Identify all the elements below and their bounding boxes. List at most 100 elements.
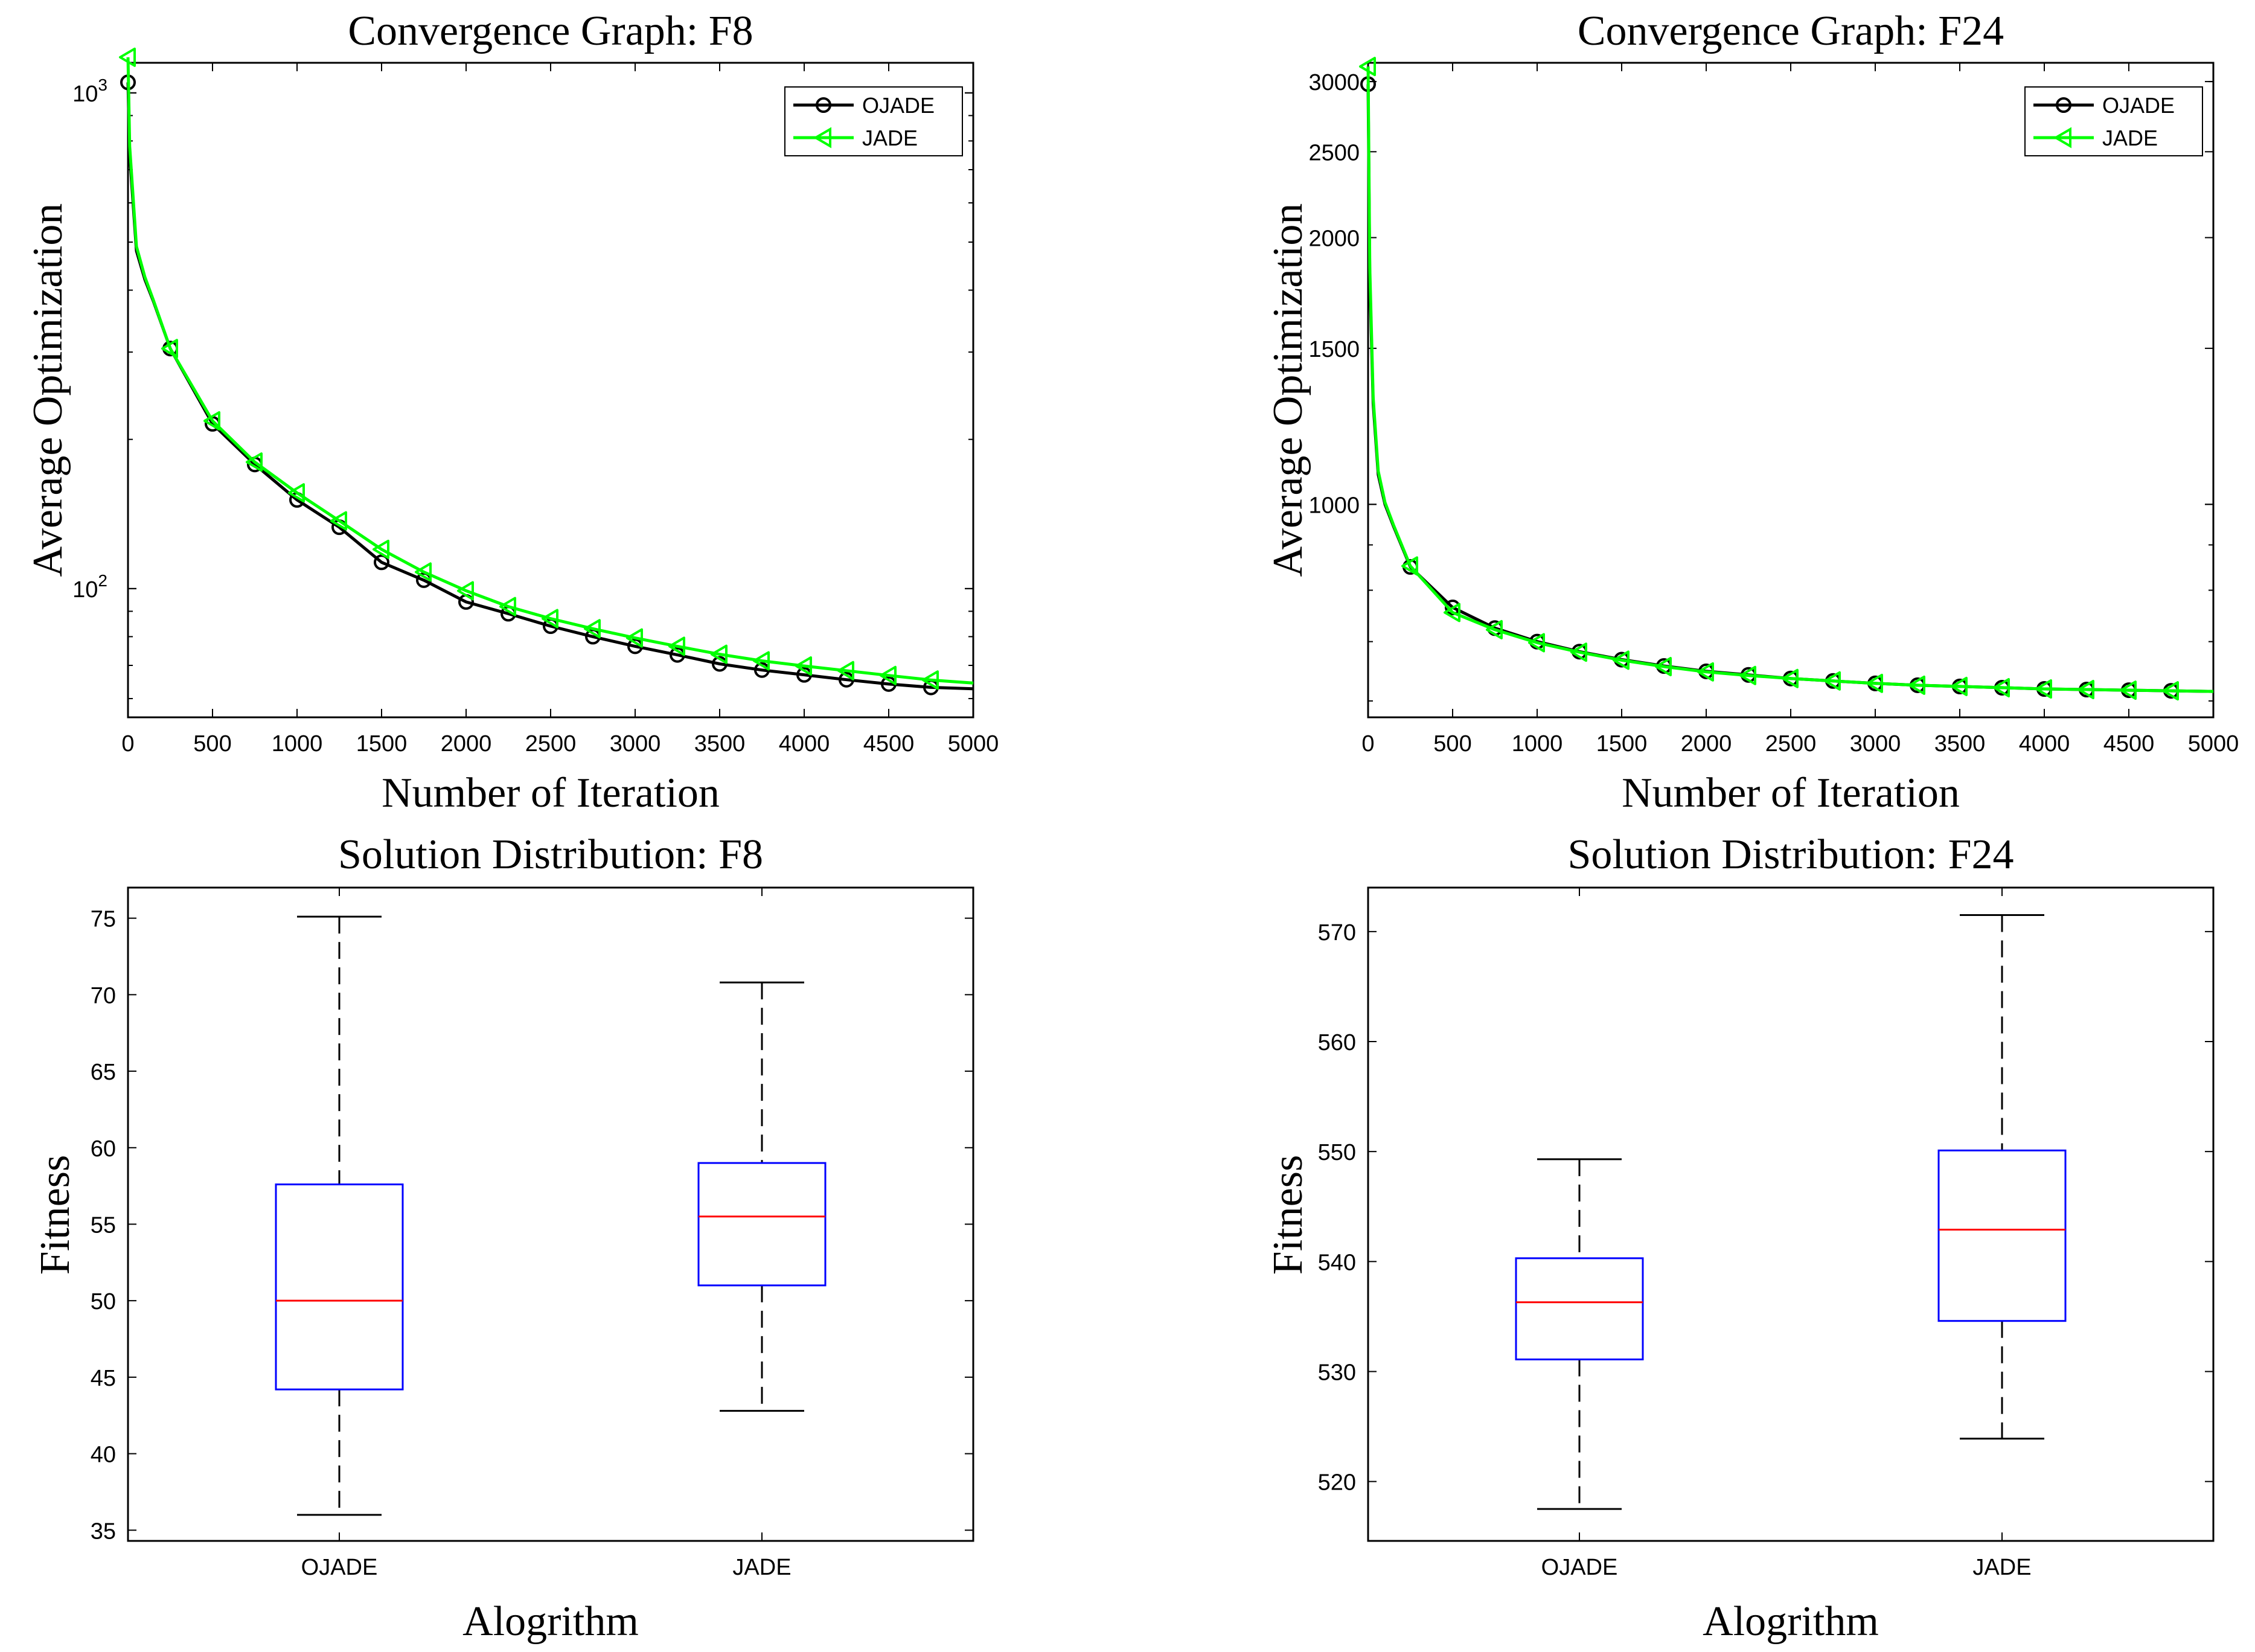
data-point-jade [288, 483, 305, 503]
x-tick-label: 3000 [1850, 731, 1901, 757]
data-point-jade [753, 651, 770, 671]
y-tick-label: 60 [91, 1136, 116, 1162]
data-point-jade [584, 619, 601, 639]
x-tick-label: 4000 [779, 731, 830, 757]
data-point-jade [1866, 673, 1883, 693]
x-tick-label: 2500 [1765, 731, 1817, 757]
y-tick-label: 560 [1318, 1030, 1356, 1055]
boxes-layer [275, 915, 827, 1516]
y-axis-label: Average Optimization [25, 203, 71, 577]
series-layer [1359, 57, 2214, 701]
x-tick-label: 4000 [2019, 731, 2070, 757]
data-point-jade [880, 665, 897, 685]
data-point-jade [1993, 677, 2010, 697]
iqr-box-jade [1937, 1149, 2067, 1322]
data-point-jade [1359, 57, 1376, 77]
y-tick-label: 40 [91, 1442, 116, 1468]
data-point-jade [1570, 642, 1587, 662]
data-point-jade [1908, 675, 1925, 695]
y-tick-label: 75 [91, 907, 116, 932]
iqr-box-ojade [275, 1183, 404, 1391]
axis-ticks: 0 500 1000 1500 2000 2500 3000 3500 4000 4500 5000… [1308, 63, 2239, 757]
legend-label: OJADE [862, 93, 935, 118]
y-tick-label: 102 [72, 571, 107, 603]
data-point-jade [1697, 662, 1714, 682]
x-tick-label: 0 [121, 731, 134, 757]
data-point-jade [1824, 671, 1841, 691]
y-tick-label: 55 [91, 1212, 116, 1238]
data-point-jade [457, 581, 474, 601]
data-point-jade [373, 539, 389, 559]
x-tick-label: 4500 [2103, 731, 2155, 757]
y-tick-label: 570 [1318, 920, 1356, 946]
data-point-jade [203, 411, 220, 431]
y-tick-label: 1000 [1308, 493, 1360, 518]
y-tick-label: 45 [91, 1366, 116, 1391]
legend-marker [2053, 127, 2071, 149]
data-point-jade [1401, 556, 1418, 576]
data-point-jade [626, 628, 643, 648]
y-tick-label: 50 [91, 1289, 116, 1314]
x-tick-label: 1000 [272, 731, 323, 757]
y-tick-label: 65 [91, 1060, 116, 1085]
x-tick-label: 3500 [694, 731, 746, 757]
x-tick-label: 2000 [441, 731, 492, 757]
y-tick-label: 1500 [1308, 337, 1360, 362]
y-axis-label: Fitness [32, 1155, 78, 1275]
data-point-jade [246, 452, 263, 472]
iqr-box-ojade [1515, 1257, 1644, 1360]
axis-ticks: 0 500 1000 1500 2000 2500 3000 3500 4000 4500 5000… [72, 63, 999, 757]
y-tick-label-base: 10 [72, 82, 98, 107]
y-tick-label: 3000 [1308, 70, 1360, 95]
data-point-jade [668, 636, 685, 656]
plot-area [127, 886, 974, 1542]
boxplot-chart-f8: Solution Distribution: F8 35 40 45 50 55 60 65… [32, 831, 974, 1645]
chart-title: Convergence Graph: F8 [348, 8, 753, 54]
y-tick-label: 550 [1318, 1140, 1356, 1165]
chart-title: Convergence Graph: F24 [1578, 8, 2004, 54]
data-point-jade [161, 339, 178, 359]
plot-area [1367, 886, 2215, 1542]
convergence-chart-f8: Convergence Graph: F8 0 500 1000 1500 2000 25… [25, 8, 999, 816]
chart-title: Solution Distribution: F24 [1568, 831, 2014, 878]
boxes-layer [1515, 914, 2067, 1510]
x-tick-label: 500 [193, 731, 231, 757]
series-layer [119, 47, 974, 696]
legend-label: JADE [2102, 126, 2158, 150]
x-tick-label: 0 [1361, 731, 1374, 757]
x-tick-label: 4500 [863, 731, 915, 757]
iqr-box-jade [697, 1162, 827, 1287]
legend-box [2024, 86, 2203, 156]
y-tick-label: 520 [1318, 1470, 1356, 1496]
y-tick-label-exponent: 3 [98, 75, 107, 94]
series-line-jade [1366, 66, 2214, 693]
convergence-chart-f24: Convergence Graph: F24 0 500 1000 1500 2000 2… [1265, 8, 2239, 816]
data-point-jade [1613, 650, 1630, 670]
data-point-jade [711, 644, 728, 664]
data-point-jade [1739, 665, 1756, 685]
x-tick-label: 5000 [948, 731, 999, 757]
data-point-jade [119, 47, 136, 67]
legend-marker [2056, 97, 2071, 113]
x-tick-label: OJADE [301, 1555, 378, 1580]
data-point-jade [795, 656, 812, 676]
axis-ticks: 35 40 45 50 55 60 65 70 75 OJADE JADE [91, 888, 973, 1580]
axis-ticks: 520 530 540 550 560 570 OJADE JADE [1318, 888, 2213, 1580]
legend: OJADE JADE [2024, 86, 2203, 156]
x-tick-label: 1500 [356, 731, 408, 757]
x-axis-label: Number of Iteration [382, 770, 720, 816]
x-tick-label: 1500 [1596, 731, 1648, 757]
y-axis-label: Average Optimization [1265, 203, 1311, 577]
legend: OJADE JADE [784, 86, 963, 156]
data-point-jade [330, 511, 347, 531]
plot-area [1367, 62, 2215, 719]
x-tick-label: 500 [1433, 731, 1471, 757]
y-tick-label: 2000 [1308, 226, 1360, 252]
data-point-jade [1486, 620, 1503, 639]
data-point-jade [2162, 681, 2179, 701]
y-tick-label: 530 [1318, 1360, 1356, 1385]
y-axis-label: Fitness [1265, 1155, 1311, 1275]
series-line-ojade [126, 82, 974, 691]
y-tick-label: 35 [91, 1519, 116, 1544]
data-point-jade [1951, 676, 1968, 696]
